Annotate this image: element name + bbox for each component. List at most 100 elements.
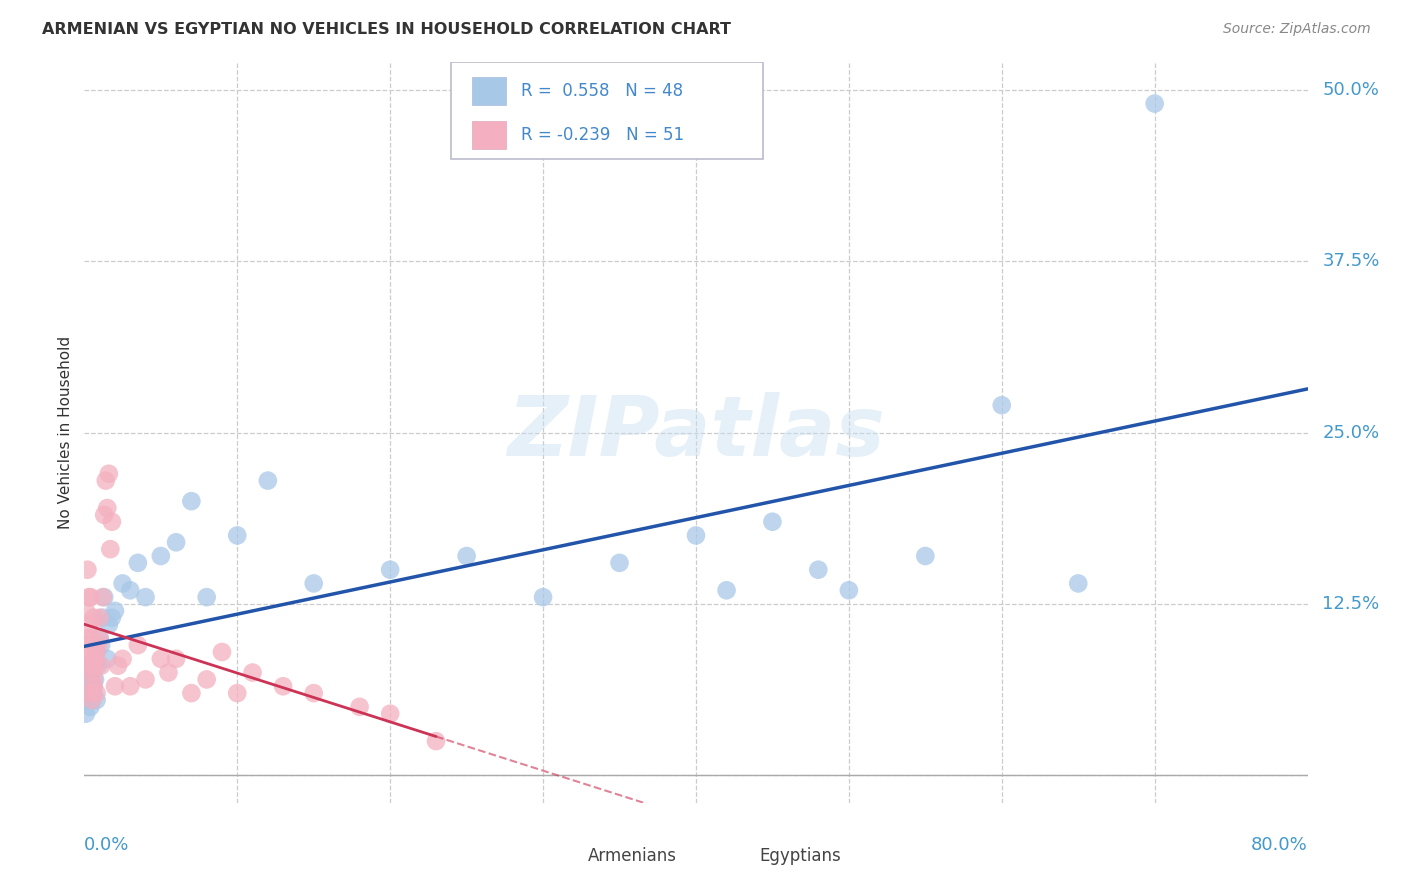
Point [120,583,142,598]
Point [80,665,103,680]
Point [89,632,111,646]
Point [84,652,107,666]
Point [83,679,105,693]
Point [91,610,114,624]
Point [149,549,172,563]
Point [380,706,402,721]
Text: ARMENIAN VS EGYPTIAN NO VEHICLES IN HOUSEHOLD CORRELATION CHART: ARMENIAN VS EGYPTIAN NO VEHICLES IN HOUS… [42,22,731,37]
Point [83,673,105,687]
Text: Egyptians: Egyptians [759,847,841,865]
Point [302,686,325,700]
Text: Source: ZipAtlas.com: Source: ZipAtlas.com [1223,22,1371,37]
Point [79,658,101,673]
Point [135,673,157,687]
Point [90,658,112,673]
Point [77,617,100,632]
Point [91,590,114,604]
Point [807,563,830,577]
Point [76,632,98,646]
Point [380,563,402,577]
Text: R =  0.558   N = 48: R = 0.558 N = 48 [522,81,683,100]
Point [75,706,97,721]
Point [97,467,120,481]
Point [87,638,110,652]
Point [180,686,202,700]
Point [75,652,97,666]
Point [93,508,115,522]
Text: 80.0%: 80.0% [1251,836,1308,855]
Point [111,576,134,591]
Point [98,542,121,557]
Point [157,665,180,680]
FancyBboxPatch shape [472,77,506,104]
Point [84,658,107,673]
Point [77,679,100,693]
Point [101,610,124,624]
Point [456,549,478,563]
Point [349,699,371,714]
Y-axis label: No Vehicles in Household: No Vehicles in Household [58,336,73,529]
Point [89,610,111,624]
Point [84,673,107,687]
Point [77,673,100,687]
Text: 25.0%: 25.0% [1322,424,1379,442]
Point [89,632,111,646]
Point [135,590,157,604]
Point [531,590,554,604]
Point [83,610,105,624]
Point [180,494,202,508]
Point [1143,96,1166,111]
Point [761,515,783,529]
Point [87,658,110,673]
Text: ZIPatlas: ZIPatlas [508,392,884,473]
Point [1067,576,1090,591]
Point [104,604,127,618]
Point [425,734,447,748]
Point [107,658,129,673]
Point [127,638,149,652]
Text: 0.0%: 0.0% [84,836,129,855]
Point [609,556,631,570]
Point [991,398,1014,412]
Point [104,679,127,693]
Point [90,638,112,652]
Point [271,679,294,693]
Point [80,632,103,646]
Point [80,693,103,707]
Text: 50.0%: 50.0% [1322,81,1379,99]
Point [111,652,134,666]
Point [242,665,264,680]
Point [76,563,98,577]
Point [149,652,172,666]
Text: Armenians: Armenians [588,847,678,865]
Point [86,686,108,700]
Point [79,686,101,700]
Point [84,652,107,666]
Point [302,576,325,591]
Text: 37.5%: 37.5% [1322,252,1379,270]
FancyBboxPatch shape [550,844,579,868]
Point [76,638,98,652]
FancyBboxPatch shape [472,121,506,149]
Point [96,652,118,666]
Point [96,501,118,516]
Point [165,652,187,666]
Point [83,679,105,693]
Point [226,528,249,542]
Point [76,693,98,707]
Point [77,590,100,604]
Point [120,679,142,693]
FancyBboxPatch shape [720,844,751,868]
Point [97,617,120,632]
Point [93,590,115,604]
Text: R = -0.239   N = 51: R = -0.239 N = 51 [522,126,685,144]
Text: 12.5%: 12.5% [1322,595,1379,613]
Point [195,673,218,687]
Point [80,665,103,680]
Point [257,474,280,488]
Point [127,556,149,570]
Point [86,645,108,659]
Point [165,535,187,549]
Point [211,645,233,659]
Point [685,528,707,542]
